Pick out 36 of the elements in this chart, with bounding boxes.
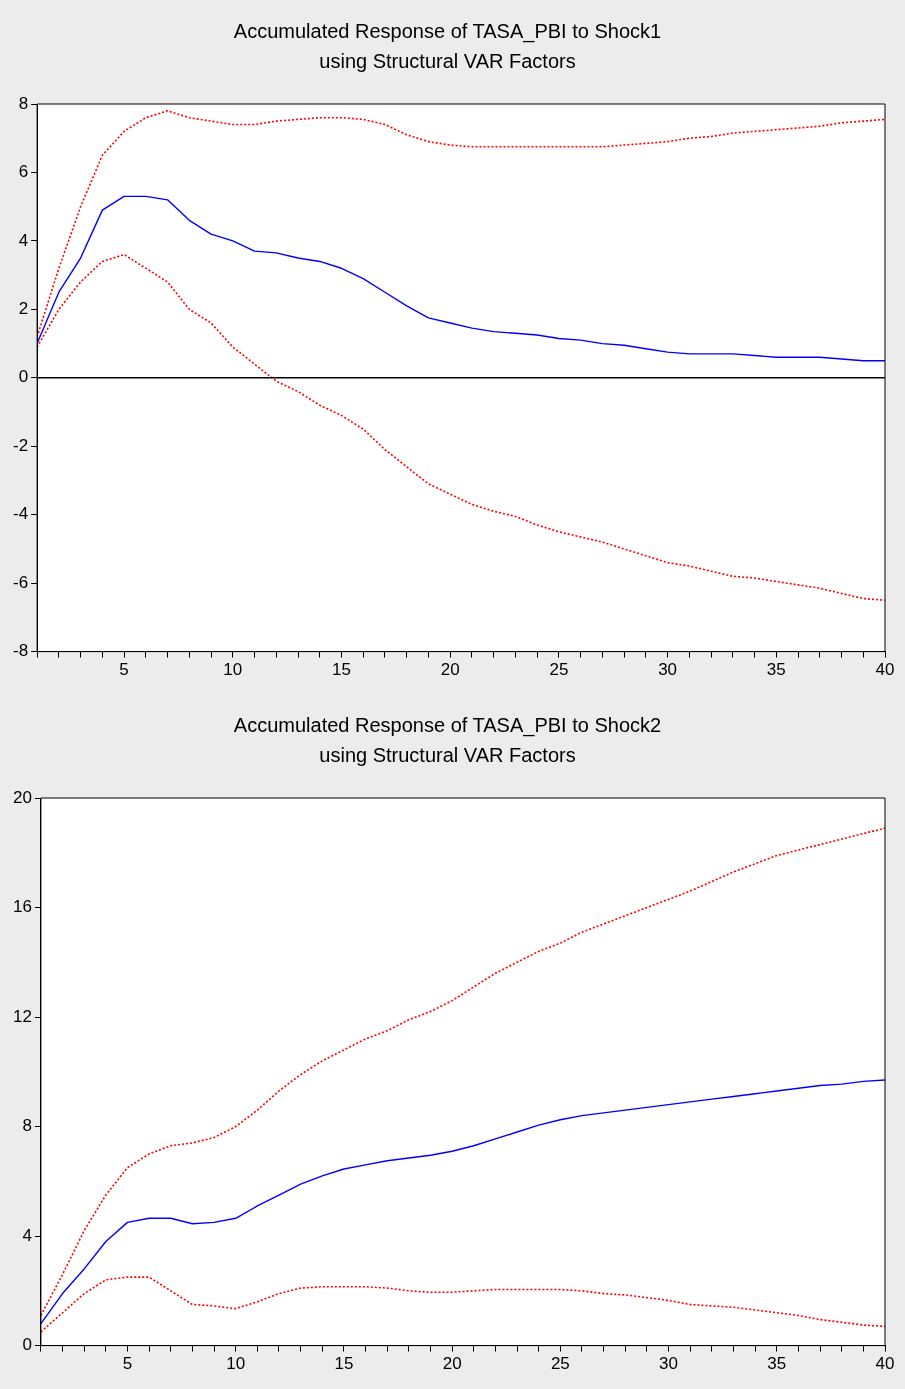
y-tick-label: 0 xyxy=(18,367,29,387)
y-tick-label: 2 xyxy=(18,299,29,319)
y-tick-label: 16 xyxy=(12,897,32,917)
y-tick-label: 12 xyxy=(12,1006,32,1026)
y-tick-label: 0 xyxy=(22,1335,32,1355)
chart-subtitle: using Structural VAR Factors xyxy=(319,49,576,72)
y-tick-label: 8 xyxy=(22,1116,32,1136)
y-tick-label: -2 xyxy=(12,435,29,455)
line-series xyxy=(40,1276,885,1333)
x-tick-label: 40 xyxy=(875,1354,895,1374)
x-tick-label: 35 xyxy=(766,660,786,680)
y-tick-label: 8 xyxy=(18,93,29,113)
chart-subtitle: using Structural VAR Factors xyxy=(319,743,576,766)
x-tick-label: 15 xyxy=(334,1354,354,1374)
chart-title: Accumulated Response of TASA_PBI to Shock1 xyxy=(233,19,662,43)
x-tick-label: 40 xyxy=(875,660,895,680)
x-tick-label: 5 xyxy=(122,1354,133,1374)
y-tick-label: 6 xyxy=(18,162,29,182)
x-tick-label: 10 xyxy=(223,660,243,680)
x-tick-label: 25 xyxy=(549,660,569,680)
y-tick-label: 4 xyxy=(22,1225,32,1245)
x-tick-label: 25 xyxy=(550,1354,570,1374)
x-tick-label: 10 xyxy=(226,1354,246,1374)
x-tick-label: 30 xyxy=(658,660,678,680)
x-tick-label: 30 xyxy=(659,1354,679,1374)
x-tick-label: 35 xyxy=(767,1354,787,1374)
y-tick-label: -8 xyxy=(12,641,29,661)
x-tick-label: 20 xyxy=(440,660,460,680)
x-tick-label: 5 xyxy=(119,660,129,680)
chart-title: Accumulated Response of TASA_PBI to Shock2 xyxy=(233,713,662,737)
y-tick-label: -6 xyxy=(12,572,29,592)
y-tick-label: -4 xyxy=(12,504,29,524)
y-tick-label: 20 xyxy=(12,787,32,807)
x-tick-label: 20 xyxy=(442,1354,462,1374)
x-tick-label: 15 xyxy=(332,660,351,680)
y-tick-label: 4 xyxy=(18,230,29,250)
